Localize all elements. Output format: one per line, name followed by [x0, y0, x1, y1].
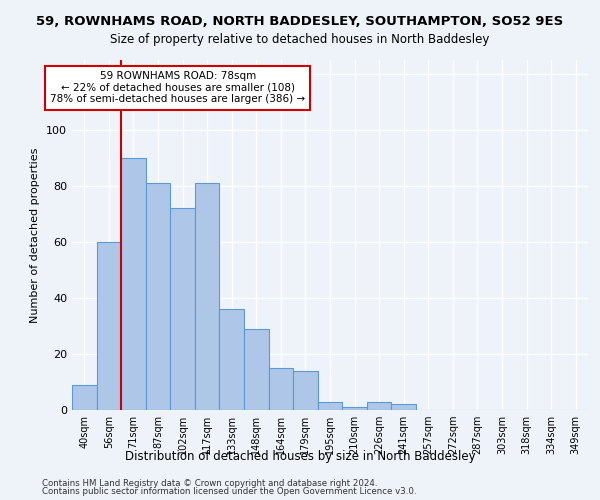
Text: Contains public sector information licensed under the Open Government Licence v3: Contains public sector information licen…: [42, 487, 416, 496]
Bar: [72, 385, 97, 410]
Bar: [318, 402, 342, 410]
Bar: [146, 183, 170, 410]
Bar: [269, 368, 293, 410]
Text: Distribution of detached houses by size in North Baddesley: Distribution of detached houses by size …: [125, 450, 475, 463]
Text: Size of property relative to detached houses in North Baddesley: Size of property relative to detached ho…: [110, 32, 490, 46]
Bar: [293, 371, 318, 410]
Text: 59 ROWNHAMS ROAD: 78sqm
← 22% of detached houses are smaller (108)
78% of semi-d: 59 ROWNHAMS ROAD: 78sqm ← 22% of detache…: [50, 71, 305, 104]
Bar: [195, 183, 220, 410]
Bar: [220, 309, 244, 410]
Bar: [170, 208, 195, 410]
Bar: [121, 158, 146, 410]
Bar: [342, 407, 367, 410]
Bar: [367, 402, 391, 410]
Text: Contains HM Land Registry data © Crown copyright and database right 2024.: Contains HM Land Registry data © Crown c…: [42, 478, 377, 488]
Bar: [244, 329, 269, 410]
Bar: [391, 404, 416, 410]
Text: 59, ROWNHAMS ROAD, NORTH BADDESLEY, SOUTHAMPTON, SO52 9ES: 59, ROWNHAMS ROAD, NORTH BADDESLEY, SOUT…: [37, 15, 563, 28]
Bar: [97, 242, 121, 410]
Y-axis label: Number of detached properties: Number of detached properties: [31, 148, 40, 322]
